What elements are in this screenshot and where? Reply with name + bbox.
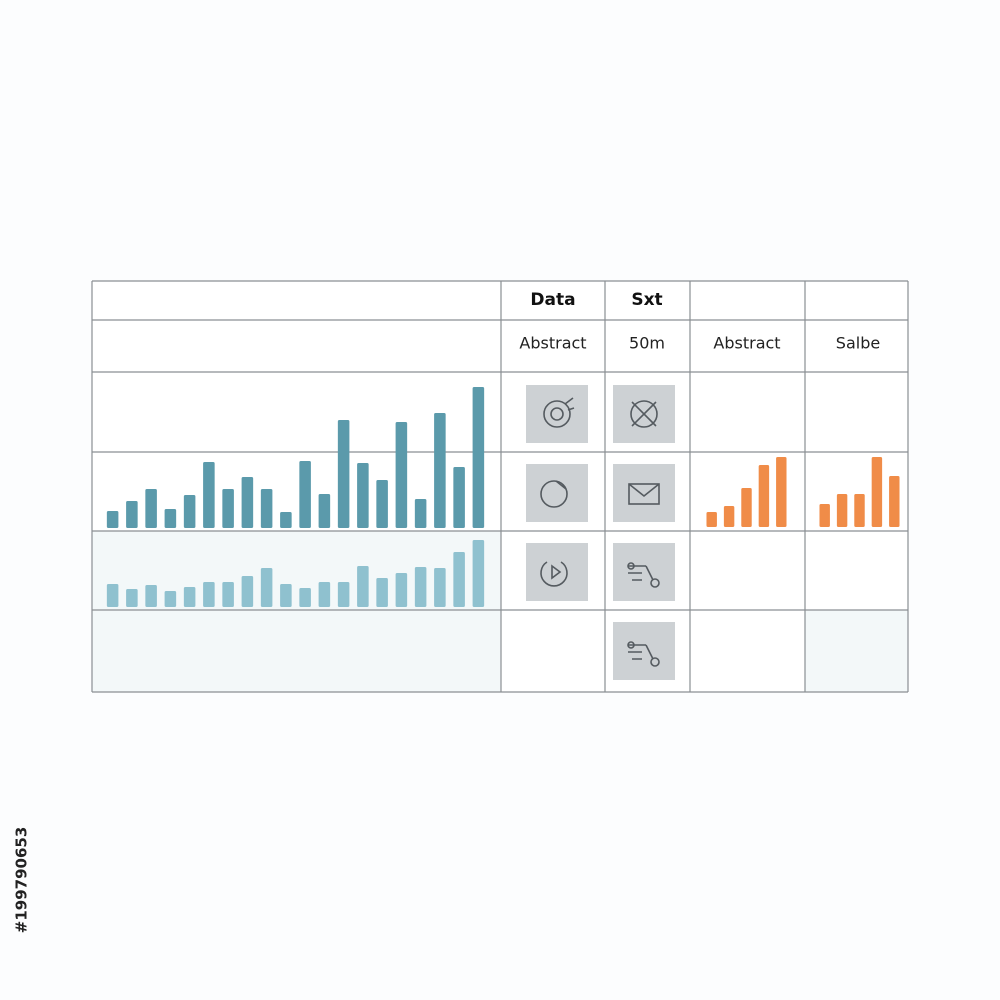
bar [357, 566, 369, 607]
bar [337, 420, 350, 528]
bar [241, 576, 254, 607]
bar [414, 567, 427, 607]
subheader: 50m [629, 334, 665, 353]
subheader: Abstract [713, 334, 780, 353]
bar [126, 501, 138, 528]
bar [126, 589, 138, 607]
pie-icon [540, 480, 568, 508]
bar [299, 588, 311, 607]
icons [526, 385, 675, 680]
target-icon [543, 397, 575, 428]
bar [836, 494, 848, 527]
icon-box [526, 464, 588, 522]
bar [241, 477, 254, 528]
bar [337, 582, 350, 607]
bar [376, 578, 388, 607]
bar [318, 494, 331, 528]
cell-bg [92, 531, 501, 692]
connect-icon [627, 562, 660, 588]
icon-box [613, 543, 675, 601]
bar [472, 387, 485, 528]
bar [280, 584, 292, 607]
watermark-id: #199790653 [13, 827, 31, 934]
icon-box [613, 622, 675, 680]
bar [145, 585, 157, 607]
bar [222, 582, 234, 607]
bar [741, 488, 752, 527]
bar [758, 465, 770, 527]
cell-bg [805, 610, 908, 692]
bar [260, 489, 273, 528]
bar [871, 457, 883, 527]
bar [164, 591, 177, 607]
bar [299, 461, 311, 528]
cross-icon [630, 400, 658, 428]
header: Data [530, 290, 575, 310]
table-grid [91, 280, 909, 693]
bar [453, 467, 465, 528]
bar [434, 413, 446, 528]
bar [819, 504, 830, 527]
icon-box [613, 464, 675, 522]
bar [889, 476, 900, 527]
bar [222, 489, 234, 528]
power-icon [540, 561, 568, 587]
icon-box [526, 385, 588, 443]
subheader: Abstract [519, 334, 586, 353]
icon-box [526, 543, 588, 601]
bar [854, 494, 865, 527]
bar [723, 506, 735, 527]
bar [472, 540, 485, 607]
bar [395, 573, 408, 607]
mail-icon [628, 483, 660, 505]
bar [434, 568, 446, 607]
connect-icon [627, 641, 660, 667]
bar [453, 552, 465, 607]
bar [260, 568, 273, 607]
bar [145, 489, 157, 528]
bar [280, 512, 292, 528]
bar [376, 480, 388, 528]
subheader: Salbe [836, 334, 880, 353]
bar [776, 457, 787, 527]
bar [203, 462, 215, 528]
bar [183, 495, 196, 528]
bar [395, 422, 408, 528]
bar [203, 582, 215, 607]
bar [414, 499, 427, 528]
header: Sxt [631, 290, 662, 310]
bar [357, 463, 369, 528]
bar [183, 587, 196, 607]
bar [106, 584, 119, 607]
bar [318, 582, 331, 607]
bar [106, 511, 119, 528]
bar [164, 509, 177, 528]
bar [706, 512, 717, 527]
